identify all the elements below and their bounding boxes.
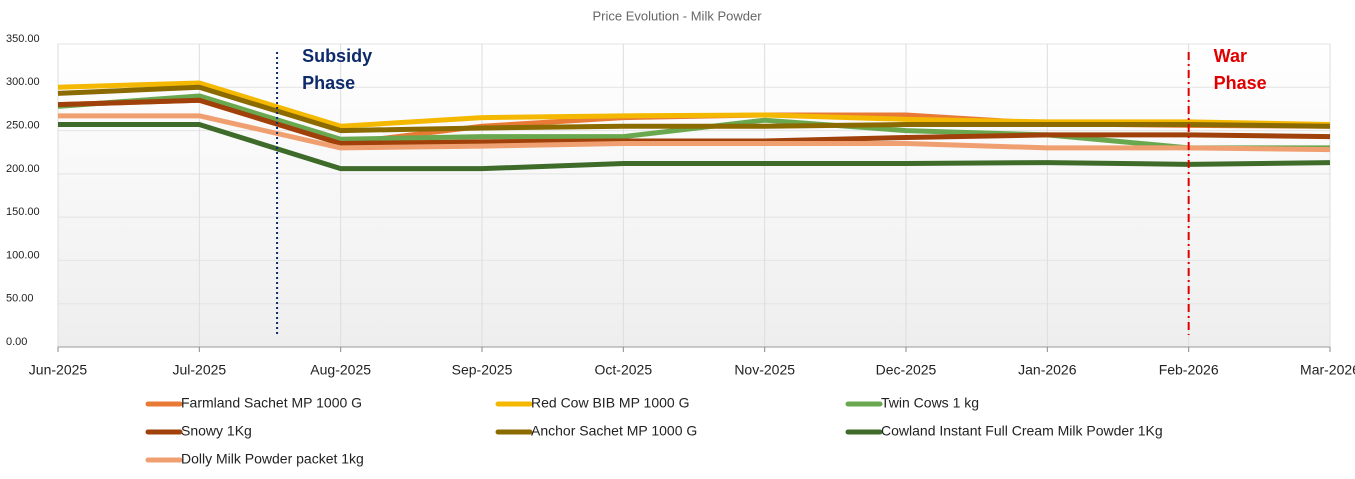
x-tick-label: Jun-2025 <box>29 362 88 378</box>
series-line <box>57 80 1331 129</box>
annotation-text: Subsidy <box>302 46 372 66</box>
legend-label: Anchor Sachet MP 1000 G <box>531 423 697 439</box>
annotation-text: War <box>1214 46 1247 66</box>
x-tick-label: Feb-2026 <box>1159 362 1219 378</box>
legend-label: Dolly Milk Powder packet 1kg <box>181 451 364 467</box>
x-tick-label: Nov-2025 <box>734 362 795 378</box>
x-tick-label: Mar-2026 <box>1300 362 1355 378</box>
x-tick-label: Jan-2026 <box>1018 362 1077 378</box>
chart-title: Price Evolution - Milk Powder <box>592 8 762 23</box>
annotation-text: Phase <box>1214 73 1267 93</box>
legend-label: Snowy 1Kg <box>181 423 252 439</box>
y-tick-label: 50.00 <box>6 293 34 305</box>
legend-label: Red Cow BIB MP 1000 G <box>531 395 689 411</box>
x-tick-label: Aug-2025 <box>310 362 371 378</box>
x-tick-label: Oct-2025 <box>595 362 653 378</box>
y-tick-label: 100.00 <box>6 249 40 261</box>
legend-label: Twin Cows 1 kg <box>881 395 979 411</box>
y-tick-label: 150.00 <box>6 206 40 218</box>
plot-background <box>58 44 1330 347</box>
legend-label: Farmland Sachet MP 1000 G <box>181 395 362 411</box>
y-tick-label: 0.00 <box>6 336 27 348</box>
y-tick-label: 250.00 <box>6 119 40 131</box>
series-line <box>58 113 1331 153</box>
x-tick-label: Sep-2025 <box>452 362 513 378</box>
series-line <box>57 84 1331 134</box>
x-tick-label: Dec-2025 <box>876 362 937 378</box>
x-tick-label: Jul-2025 <box>172 362 226 378</box>
annotation-text: Phase <box>302 73 355 93</box>
legend-label: Cowland Instant Full Cream Milk Powder 1… <box>881 423 1163 439</box>
series-line <box>57 97 1331 147</box>
series-line <box>58 122 1331 172</box>
y-tick-label: 300.00 <box>6 76 40 88</box>
y-tick-label: 200.00 <box>6 163 40 175</box>
y-tick-label: 350.00 <box>6 33 40 45</box>
